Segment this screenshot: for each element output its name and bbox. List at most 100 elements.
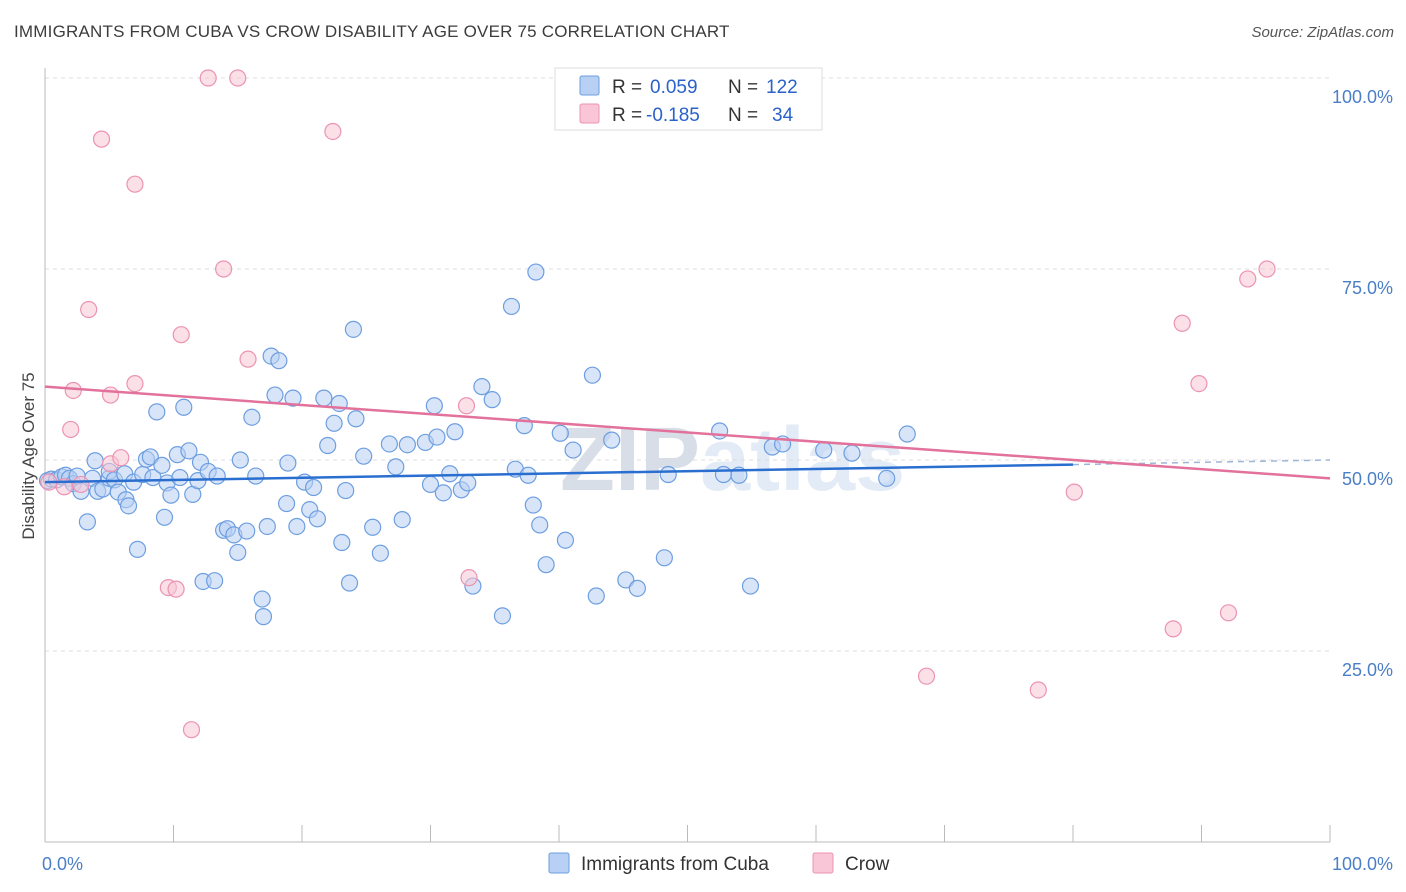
crow-point-21	[457, 397, 476, 415]
cuba-point-95	[502, 297, 521, 316]
cuba-point-107	[603, 431, 621, 449]
cuba-point-120	[878, 469, 896, 487]
crow-point-2	[72, 475, 90, 494]
cuba-point-101	[537, 556, 555, 574]
bottom-legend-swatch-crow	[812, 852, 834, 874]
cuba-point-84	[428, 428, 446, 446]
crow-point-4	[62, 420, 80, 439]
crow-point-19	[239, 350, 257, 368]
legend-swatch-crow	[579, 103, 600, 124]
crow-point-30	[1239, 270, 1257, 288]
bottom-legend-label-cuba: Immigrants from Cuba	[581, 854, 769, 875]
crow-point-13	[167, 580, 185, 598]
cuba-point-22	[128, 540, 147, 558]
cuba-point-69	[333, 533, 351, 552]
cuba-point-93	[493, 607, 512, 625]
cuba-point-86	[441, 465, 459, 483]
cuba-point-29	[155, 508, 174, 526]
cuba-point-66	[319, 436, 337, 455]
cuba-point-73	[347, 410, 365, 428]
cuba-point-85	[434, 484, 452, 502]
crow-point-7	[101, 386, 120, 404]
cuba-point-106	[587, 587, 605, 605]
x-tick-label-0: 0.0%	[42, 854, 83, 874]
cuba-point-34	[175, 398, 193, 416]
cuba-point-80	[398, 436, 416, 454]
legend-r-label-2: R =	[612, 105, 642, 126]
cuba-point-99	[524, 496, 542, 514]
cuba-point-89	[459, 474, 477, 492]
cuba-point-28	[153, 456, 171, 474]
cuba-point-63	[304, 478, 323, 497]
crow-point-10	[126, 375, 144, 393]
crow-point-27	[1173, 314, 1191, 332]
cuba-point-87	[446, 423, 464, 441]
gridlines	[45, 77, 1330, 652]
cuba-point-112	[711, 422, 729, 440]
cuba-point-9	[78, 513, 97, 531]
trend-lines	[44, 385, 1331, 484]
legend-r-value-1: 0.059	[650, 77, 698, 98]
cuba-point-72	[344, 320, 362, 338]
crow-point-14	[172, 326, 190, 344]
cuba-point-56	[270, 352, 288, 370]
y-tick-label-3: 25.0%	[1342, 660, 1393, 680]
cuba-point-102	[551, 424, 569, 442]
cuba-point-11	[86, 452, 104, 470]
trend-line-cuba	[44, 463, 1074, 484]
crow-point-11	[126, 175, 144, 193]
cuba-point-121	[898, 425, 916, 443]
cuba-point-58	[279, 454, 297, 472]
cuba-point-103	[556, 531, 575, 549]
cuba-point-83	[425, 397, 443, 415]
cuba-point-49	[243, 408, 261, 426]
cuba-point-46	[229, 543, 247, 562]
cuba-point-70	[337, 481, 355, 500]
y-tick-label-0: 100.0%	[1332, 87, 1393, 107]
cuba-point-76	[371, 544, 389, 562]
cuba-point-27	[148, 403, 166, 421]
bottom-legend-swatch-cuba	[548, 852, 570, 874]
legend-r-value-2: -0.185	[646, 105, 700, 126]
bottom-legend-label-crow: Crow	[845, 854, 890, 875]
legend-r-label-1: R =	[612, 77, 642, 98]
cuba-point-67	[325, 414, 343, 432]
cuba-point-33	[171, 468, 189, 487]
crow-point-26	[1164, 620, 1182, 638]
cuba-point-79	[393, 510, 411, 529]
trend-line-cuba-extension	[1072, 459, 1331, 466]
cuba-point-71	[340, 574, 359, 592]
cuba-point-51	[253, 590, 271, 608]
source-label: Source: ZipAtlas.com	[1251, 24, 1394, 41]
cuba-point-75	[364, 518, 382, 536]
crow-point-25	[1065, 483, 1083, 501]
series-crow-points	[40, 69, 1276, 739]
cuba-point-74	[355, 447, 373, 465]
cuba-point-92	[483, 391, 501, 409]
cuba-point-42	[208, 467, 226, 485]
legend-n-label-1: N =	[728, 77, 758, 98]
crow-point-23	[917, 667, 936, 685]
axes	[44, 68, 1331, 843]
y-tick-label-2: 50.0%	[1342, 469, 1393, 489]
legend-n-label-2: N =	[728, 105, 758, 126]
series-cuba-points	[38, 263, 916, 626]
crow-point-20	[324, 122, 342, 141]
cuba-point-111	[659, 465, 677, 484]
crow-point-17	[229, 69, 247, 87]
legend-n-value-1: 122	[766, 77, 798, 98]
cuba-point-94	[527, 263, 545, 281]
crow-point-29	[1219, 604, 1238, 622]
crow-point-6	[92, 130, 111, 148]
crow-point-15	[182, 721, 201, 739]
cuba-point-31	[162, 486, 180, 504]
cuba-point-91	[473, 378, 491, 396]
cuba-point-109	[628, 579, 646, 597]
x-tick-label-1: 100.0%	[1332, 854, 1393, 874]
cuba-point-60	[288, 517, 306, 536]
cuba-point-118	[815, 441, 833, 459]
cuba-point-48	[238, 522, 256, 540]
cuba-point-98	[519, 466, 537, 484]
cuba-point-104	[564, 441, 582, 459]
